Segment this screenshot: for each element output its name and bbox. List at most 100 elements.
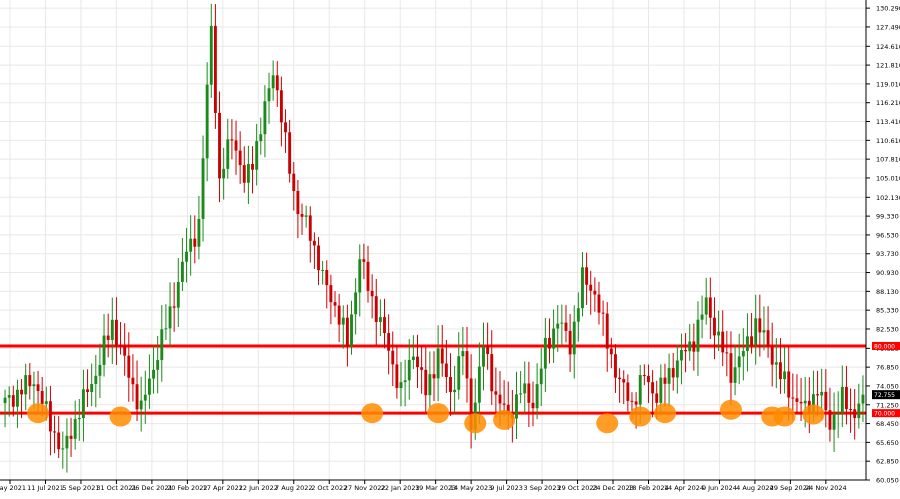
y-tick-label: 65.650 <box>876 439 899 447</box>
candle-body <box>358 259 362 293</box>
candle-body <box>69 435 73 439</box>
candle-body <box>783 371 787 380</box>
y-tick-label: 113.410 <box>876 118 900 126</box>
candle-body <box>733 367 737 383</box>
candle-body <box>251 163 254 170</box>
candle-body <box>465 351 469 379</box>
candle-body <box>271 75 275 89</box>
candle-body <box>618 377 622 380</box>
candle-body <box>370 290 374 297</box>
candle-body <box>57 432 61 450</box>
candle-body <box>849 409 853 411</box>
candle-body <box>119 344 122 347</box>
highlight-zone <box>596 413 619 434</box>
candle-body <box>102 335 106 365</box>
candle-body <box>729 353 733 383</box>
candle-body <box>812 394 815 414</box>
candle-body <box>267 88 271 102</box>
candle-body <box>156 360 160 370</box>
candle-body <box>597 294 601 313</box>
candle-body <box>411 356 415 360</box>
candle-body <box>762 330 766 333</box>
candle-body <box>403 380 407 383</box>
candle-body <box>787 371 791 398</box>
candle-body <box>770 346 774 365</box>
candle-body <box>152 369 155 379</box>
candle-body <box>259 134 263 142</box>
candle-body <box>263 101 267 135</box>
candle-body <box>147 378 151 395</box>
candle-body <box>3 397 7 404</box>
candle-body <box>700 314 704 320</box>
candle-body <box>391 350 395 365</box>
candle-body <box>61 448 65 450</box>
candle-body <box>197 218 201 247</box>
candle-body <box>32 384 36 387</box>
candle-body <box>312 240 316 246</box>
candle-body <box>853 409 857 419</box>
y-tick-label: 76.850 <box>876 364 899 372</box>
candle-body <box>300 214 304 217</box>
candle-body <box>53 431 56 433</box>
candle-body <box>820 391 824 396</box>
candle-body <box>799 401 803 404</box>
highlight-zone <box>27 403 50 424</box>
candle-body <box>708 297 712 318</box>
candle-body <box>222 168 226 179</box>
candle-body <box>189 238 193 252</box>
candle-body <box>601 312 605 314</box>
candle-body <box>642 375 646 377</box>
candle-body <box>696 319 700 352</box>
candle-body <box>638 375 642 405</box>
candle-body <box>663 377 667 384</box>
x-tick-label: 4 Aug 2024 <box>736 484 774 492</box>
candle-body <box>589 284 593 291</box>
x-tick-label: 29 Oct 2023 <box>557 484 597 492</box>
candle-body <box>321 270 325 272</box>
candle-body <box>461 351 465 357</box>
candle-body <box>20 389 24 395</box>
x-tick-label: May 2021 <box>0 484 26 492</box>
candle-body <box>284 122 287 133</box>
candle-body <box>605 313 609 349</box>
candle-body <box>201 158 205 219</box>
x-tick-label: 14 May 2023 <box>450 484 492 492</box>
x-tick-label: 27 Nov 2022 <box>344 484 386 492</box>
candle-body <box>160 329 164 361</box>
highlight-zone <box>464 413 487 434</box>
highlight-zone <box>802 404 825 425</box>
candle-body <box>110 319 114 340</box>
candle-body <box>857 403 861 419</box>
candle-body <box>131 377 135 385</box>
candle-body <box>585 267 589 285</box>
candles-layer <box>3 3 865 473</box>
candle-body <box>737 356 741 368</box>
candle-body <box>552 328 556 349</box>
candle-body <box>844 386 848 410</box>
candle-body <box>444 363 448 378</box>
candle-body <box>325 270 329 286</box>
candle-body <box>213 25 217 113</box>
candle-body <box>424 369 428 396</box>
candle-body <box>457 356 461 390</box>
candle-body <box>717 331 721 336</box>
y-tick-label: 71.250 <box>876 401 899 409</box>
candle-body <box>543 337 547 369</box>
y-tick-label: 88.130 <box>876 288 899 296</box>
candle-body <box>477 366 481 403</box>
candle-body <box>453 389 457 393</box>
y-tick-label: 110.610 <box>876 137 900 145</box>
candle-body <box>164 328 168 330</box>
candle-body <box>671 368 675 378</box>
y-tick-label: 127.490 <box>876 23 900 31</box>
candle-body <box>523 383 527 394</box>
candle-body <box>576 308 580 322</box>
candle-body <box>81 389 85 419</box>
y-tick-label: 82.530 <box>876 325 899 333</box>
candle-body <box>647 375 650 383</box>
x-tick-label: 18 Feb 2024 <box>628 484 668 492</box>
candle-body <box>630 400 634 402</box>
candle-body <box>242 165 246 183</box>
